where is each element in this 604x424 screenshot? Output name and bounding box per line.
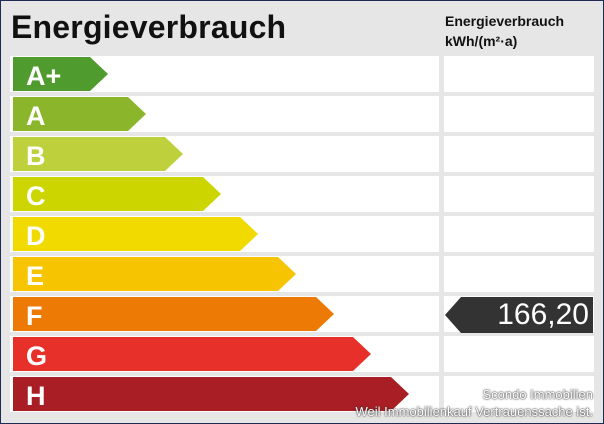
class-arrow-shape [13, 177, 221, 211]
class-value-cell [444, 336, 594, 372]
class-label: E [26, 261, 45, 291]
watermark-slogan: Weil Immobilienkauf Vertrauenssache ist. [355, 404, 593, 419]
class-arrow: A [13, 97, 146, 131]
class-arrow-shape [13, 257, 296, 291]
class-label: A [26, 101, 46, 131]
class-bar-cell: A [10, 96, 439, 132]
class-value-cell [444, 96, 594, 132]
class-arrow-shape [13, 377, 409, 411]
energy-class-row: G [10, 336, 594, 372]
energy-class-row: E [10, 256, 594, 292]
class-label: D [26, 221, 46, 251]
unit-header-unit: kWh/(m²·a) [445, 33, 518, 49]
class-bar-cell: H [10, 376, 439, 412]
class-bar-cell: B [10, 136, 439, 172]
class-label: H [26, 381, 46, 411]
class-arrow-shape [13, 337, 371, 371]
class-arrow-shape [13, 57, 108, 91]
unit-header: Energieverbrauch kWh/(m²·a) [445, 11, 564, 51]
energy-class-row: B [10, 136, 594, 172]
class-arrow: A+ [13, 57, 108, 91]
class-arrow: D [13, 217, 258, 251]
class-bar-cell: G [10, 336, 439, 372]
class-label: B [26, 141, 46, 171]
energy-class-row: C [10, 176, 594, 212]
class-arrow-shape [13, 217, 258, 251]
class-arrow: C [13, 177, 221, 211]
energy-class-row: H [10, 376, 594, 412]
class-value-cell [444, 136, 594, 172]
energy-class-row: F [10, 296, 594, 332]
class-bar-cell: A+ [10, 56, 439, 92]
consumption-value-badge: 166,20 [445, 297, 593, 333]
class-bar-cell: E [10, 256, 439, 292]
class-bar-cell: D [10, 216, 439, 252]
class-arrow-shape [13, 297, 334, 331]
energy-class-row: A [10, 96, 594, 132]
consumption-value: 166,20 [497, 298, 589, 331]
class-bar-cell: F [10, 296, 439, 332]
class-bar-cell: C [10, 176, 439, 212]
class-arrow-shape [13, 137, 183, 171]
class-arrow-shape [13, 97, 146, 131]
watermark-company: Scondo Immobilien [482, 387, 593, 402]
class-value-cell [444, 256, 594, 292]
class-arrow: G [13, 337, 371, 371]
class-label: C [26, 181, 46, 211]
energy-class-row: A+ [10, 56, 594, 92]
class-arrow: E [13, 257, 296, 291]
class-arrow: H [13, 377, 409, 411]
class-label: G [26, 341, 48, 371]
class-value-cell [444, 216, 594, 252]
class-value-cell [444, 176, 594, 212]
class-value-cell [444, 56, 594, 92]
unit-header-label: Energieverbrauch [445, 13, 565, 29]
class-arrow: F [13, 297, 334, 331]
value-badge-arrow-shape [445, 297, 593, 333]
class-label: F [26, 301, 43, 331]
class-value-cell [444, 376, 594, 412]
class-arrow: B [13, 137, 183, 171]
energy-class-row: D [10, 216, 594, 252]
class-label: A+ [26, 61, 62, 91]
page-title: Energieverbrauch [11, 9, 287, 45]
